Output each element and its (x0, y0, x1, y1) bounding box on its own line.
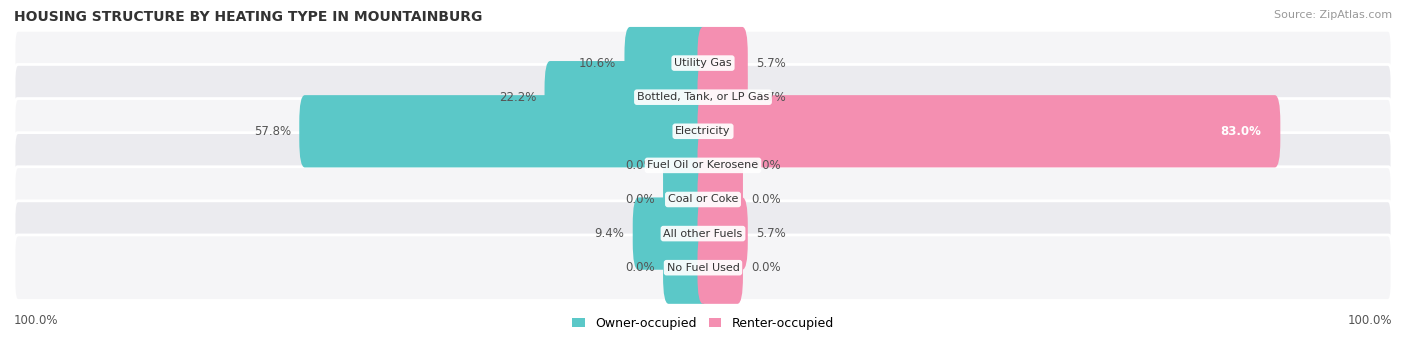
Text: 0.0%: 0.0% (626, 193, 655, 206)
Text: No Fuel Used: No Fuel Used (666, 263, 740, 273)
FancyBboxPatch shape (697, 232, 742, 304)
Text: Electricity: Electricity (675, 126, 731, 136)
FancyBboxPatch shape (544, 61, 709, 133)
FancyBboxPatch shape (299, 95, 709, 167)
Text: 0.0%: 0.0% (751, 159, 780, 172)
FancyBboxPatch shape (697, 95, 1281, 167)
FancyBboxPatch shape (697, 163, 742, 236)
Text: 83.0%: 83.0% (1220, 125, 1261, 138)
FancyBboxPatch shape (664, 232, 709, 304)
FancyBboxPatch shape (697, 61, 748, 133)
Text: 0.0%: 0.0% (626, 159, 655, 172)
FancyBboxPatch shape (14, 235, 1392, 300)
FancyBboxPatch shape (14, 64, 1392, 130)
Text: 0.0%: 0.0% (751, 193, 780, 206)
FancyBboxPatch shape (664, 163, 709, 236)
FancyBboxPatch shape (14, 133, 1392, 198)
FancyBboxPatch shape (14, 201, 1392, 266)
FancyBboxPatch shape (14, 167, 1392, 232)
Text: Source: ZipAtlas.com: Source: ZipAtlas.com (1274, 10, 1392, 20)
Text: 10.6%: 10.6% (579, 57, 616, 70)
Text: Utility Gas: Utility Gas (675, 58, 731, 68)
Text: 5.7%: 5.7% (756, 91, 786, 104)
Text: 22.2%: 22.2% (499, 91, 536, 104)
Text: 9.4%: 9.4% (595, 227, 624, 240)
FancyBboxPatch shape (14, 30, 1392, 96)
FancyBboxPatch shape (697, 197, 748, 270)
FancyBboxPatch shape (697, 129, 742, 202)
Text: 100.0%: 100.0% (14, 314, 59, 327)
Text: 0.0%: 0.0% (626, 261, 655, 274)
FancyBboxPatch shape (664, 129, 709, 202)
Text: 57.8%: 57.8% (254, 125, 291, 138)
Text: Bottled, Tank, or LP Gas: Bottled, Tank, or LP Gas (637, 92, 769, 102)
Text: Fuel Oil or Kerosene: Fuel Oil or Kerosene (647, 160, 759, 170)
Text: 5.7%: 5.7% (756, 57, 786, 70)
Text: HOUSING STRUCTURE BY HEATING TYPE IN MOUNTAINBURG: HOUSING STRUCTURE BY HEATING TYPE IN MOU… (14, 10, 482, 24)
Text: All other Fuels: All other Fuels (664, 228, 742, 239)
Legend: Owner-occupied, Renter-occupied: Owner-occupied, Renter-occupied (568, 312, 838, 335)
FancyBboxPatch shape (14, 99, 1392, 164)
Text: 5.7%: 5.7% (756, 227, 786, 240)
FancyBboxPatch shape (633, 197, 709, 270)
Text: Coal or Coke: Coal or Coke (668, 194, 738, 205)
FancyBboxPatch shape (624, 27, 709, 99)
FancyBboxPatch shape (697, 27, 748, 99)
Text: 100.0%: 100.0% (1347, 314, 1392, 327)
Text: 0.0%: 0.0% (751, 261, 780, 274)
